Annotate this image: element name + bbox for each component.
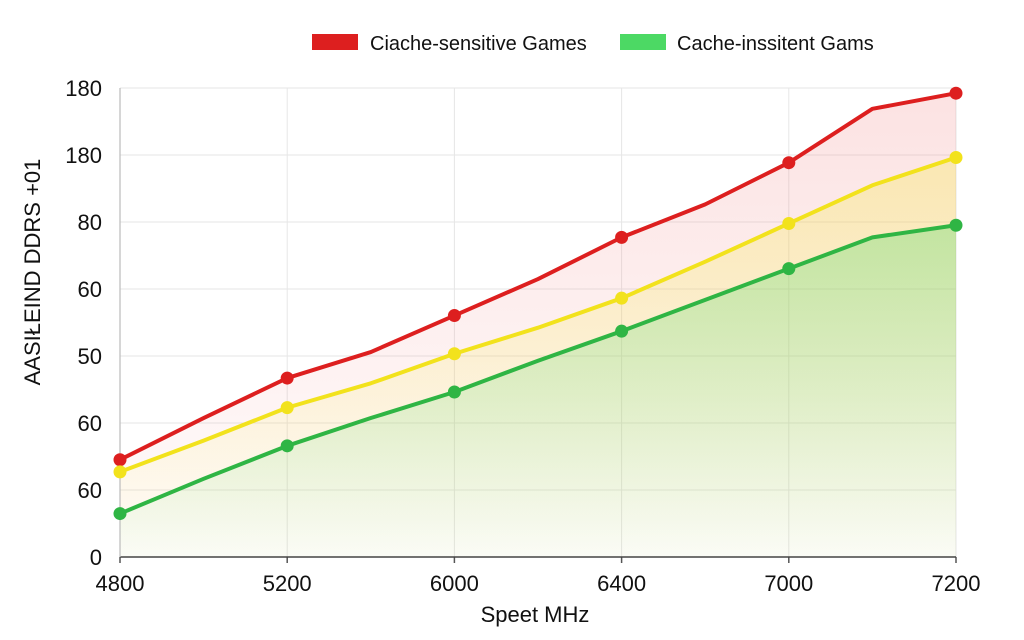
series-area-3 [120,225,956,557]
data-point [113,453,127,467]
series-line-3 [118,223,958,516]
legend-swatch-series-1 [312,34,358,50]
y-axis-title: AASIŁEIND DDRS +01 [20,159,45,386]
x-tick-label: 6400 [597,571,646,596]
x-tick-label: 5200 [263,571,312,596]
y-tick-label: 0 [90,545,102,570]
legend-label-series-2: Cache-inssitent Gams [677,33,874,55]
y-tick-label: 180 [65,76,102,101]
data-point [280,371,294,385]
data-point [949,150,963,164]
data-point [113,465,127,479]
tick-labels: 0 60 60 50 60 80 180 180 4800 5200 6000 6400 7000 720… [65,76,980,596]
x-tick-label: 7200 [932,571,981,596]
series [113,86,963,521]
legend-swatch-series-2 [620,34,666,50]
legend-label-series-1: Ciache-sensitive Games [370,33,587,55]
data-point [113,507,127,521]
data-point [615,230,629,244]
data-point [447,347,461,361]
y-tick-label: 80 [78,210,102,235]
data-point [782,216,796,230]
axes [119,88,957,563]
data-point [949,86,963,100]
series-line-2 [118,155,958,474]
data-point [447,385,461,399]
data-point [782,156,796,170]
y-tick-label: 60 [78,478,102,503]
y-tick-label: 60 [78,411,102,436]
x-tick-label: 7000 [764,571,813,596]
legend: Ciache-sensitive Games Cache-inssitent G… [312,33,874,55]
y-tick-label: 60 [78,277,102,302]
data-point [280,401,294,415]
data-point [782,262,796,276]
y-tick-label: 180 [65,143,102,168]
x-axis-title: Speet MHz [481,602,590,627]
x-tick-label: 6000 [430,571,479,596]
data-point [615,324,629,338]
area-fills [120,93,956,557]
data-point [447,309,461,323]
y-tick-label: 50 [78,344,102,369]
data-point [949,218,963,232]
series-line-1 [118,91,958,462]
data-point [280,439,294,453]
data-point [615,291,629,305]
x-tick-label: 4800 [96,571,145,596]
